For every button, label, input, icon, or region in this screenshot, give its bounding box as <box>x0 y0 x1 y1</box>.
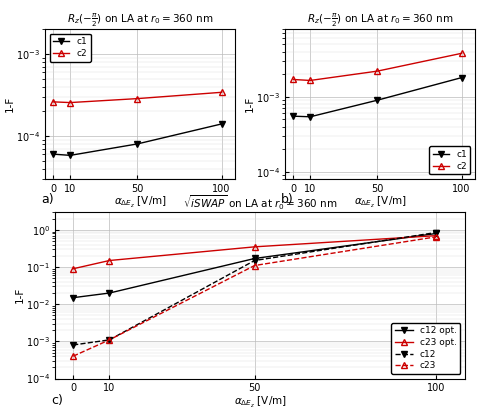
Line: c23 opt.: c23 opt. <box>70 233 439 272</box>
c2 <box>50 99 56 104</box>
c23 opt. <box>252 244 258 249</box>
c2 <box>67 100 73 105</box>
Legend: c12 opt., c23 opt., c12, c23: c12 opt., c23 opt., c12, c23 <box>391 323 460 374</box>
c1 <box>50 152 56 157</box>
X-axis label: $\alpha_{\Delta E_z}$ [V/m]: $\alpha_{\Delta E_z}$ [V/m] <box>354 195 406 210</box>
c1 <box>134 141 140 146</box>
Y-axis label: 1-F: 1-F <box>14 287 24 304</box>
c1 <box>67 153 73 158</box>
c1 <box>374 98 380 103</box>
Line: c1: c1 <box>290 74 465 120</box>
c12 opt. <box>252 256 258 261</box>
c12 opt. <box>70 295 76 300</box>
Title: $R_z(-\frac{\pi}{2})$ on LA at $r_0 = 360$ nm: $R_z(-\frac{\pi}{2})$ on LA at $r_0 = 36… <box>67 12 213 29</box>
Y-axis label: 1-F: 1-F <box>4 96 15 112</box>
Legend: c1, c2: c1, c2 <box>429 146 470 174</box>
c23 <box>70 354 76 359</box>
c23 <box>433 234 439 239</box>
c2 <box>458 51 464 56</box>
c12 opt. <box>433 231 439 236</box>
Line: c23: c23 <box>70 234 439 359</box>
c23 <box>252 263 258 268</box>
c23 opt. <box>433 233 439 238</box>
c23 opt. <box>106 258 112 263</box>
X-axis label: $\alpha_{\Delta E_z}$ [V/m]: $\alpha_{\Delta E_z}$ [V/m] <box>114 195 166 210</box>
Line: c1: c1 <box>50 121 224 158</box>
c2 <box>218 90 224 95</box>
c12 <box>252 258 258 263</box>
c12 <box>433 230 439 235</box>
c12 <box>70 342 76 347</box>
c12 opt. <box>106 290 112 295</box>
Line: c2: c2 <box>50 89 224 106</box>
c2 <box>374 69 380 74</box>
Line: c12 opt.: c12 opt. <box>70 230 439 301</box>
c1 <box>218 121 224 126</box>
Line: c2: c2 <box>290 50 465 84</box>
Legend: c1, c2: c1, c2 <box>50 34 91 62</box>
Title: $\sqrt{iSWAP}$ on LA at $r_0 = 360$ nm: $\sqrt{iSWAP}$ on LA at $r_0 = 360$ nm <box>183 193 337 212</box>
c23 opt. <box>70 266 76 271</box>
Y-axis label: 1-F: 1-F <box>244 96 254 112</box>
c12 <box>106 337 112 342</box>
Title: $R_z(-\frac{\pi}{2})$ on LA at $r_0 = 360$ nm: $R_z(-\frac{\pi}{2})$ on LA at $r_0 = 36… <box>307 12 453 29</box>
c2 <box>134 96 140 101</box>
c23 <box>106 337 112 342</box>
c1 <box>290 114 296 119</box>
Line: c12: c12 <box>70 229 439 348</box>
c1 <box>458 75 464 80</box>
c1 <box>307 114 313 119</box>
Text: b): b) <box>281 193 294 206</box>
Text: c): c) <box>51 394 63 406</box>
Text: a): a) <box>41 193 54 206</box>
c2 <box>290 77 296 82</box>
X-axis label: $\alpha_{\Delta E_z}$ [V/m]: $\alpha_{\Delta E_z}$ [V/m] <box>234 395 286 410</box>
c2 <box>307 78 313 83</box>
